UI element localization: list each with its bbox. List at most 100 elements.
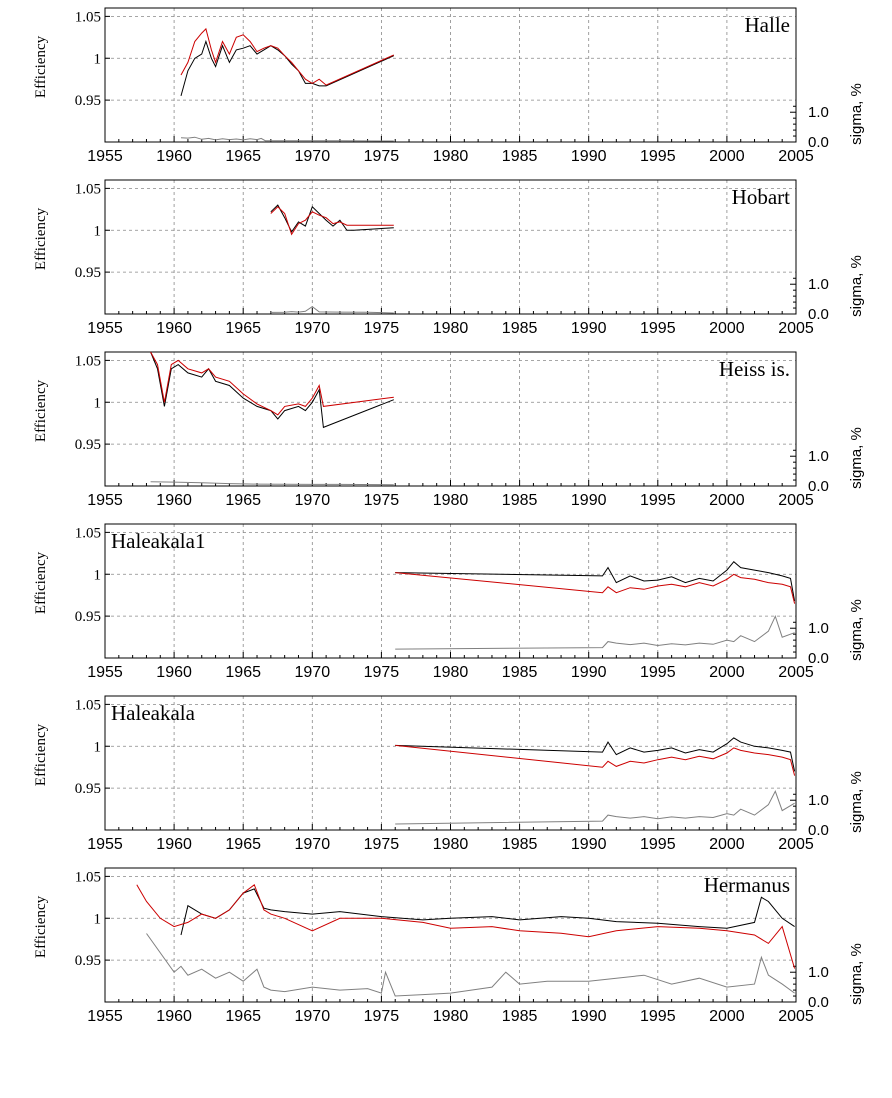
x-tick-label: 2005	[778, 664, 814, 681]
sigma-tick-label: 1.0	[808, 104, 829, 121]
x-tick-label: 1965	[225, 664, 261, 681]
y-tick-label: 1	[94, 567, 102, 583]
x-tick-label: 2005	[778, 836, 814, 853]
x-tick-label: 1970	[295, 492, 331, 509]
y-tick-label: 1	[94, 395, 102, 411]
y-axis-label: Efficiency	[33, 551, 49, 614]
x-tick-label: 1960	[156, 664, 192, 681]
x-tick-label: 1990	[571, 836, 607, 853]
black-series-line	[395, 737, 796, 772]
x-tick-label: 1975	[364, 148, 400, 165]
y-tick-label: 1.05	[75, 869, 101, 885]
station-label: Heiss is.	[719, 357, 790, 381]
sigma-tick-label: 1.0	[808, 448, 829, 465]
sigma-series-line	[150, 481, 394, 486]
red-series-line	[270, 206, 394, 236]
black-series-line	[150, 351, 394, 429]
x-tick-label: 1990	[571, 1008, 607, 1025]
panel-haleakala1: 1955 1960 1965 1970 1975 1980 1985 1990 1995 2000…	[33, 523, 865, 681]
x-tick-label: 1990	[571, 664, 607, 681]
sigma-tick-label: 1.0	[808, 276, 829, 293]
sigma-axis-label: sigma, %	[848, 943, 865, 1005]
y-tick-label: 1	[94, 51, 102, 67]
x-tick-label: 1980	[433, 492, 469, 509]
station-label: Hermanus	[704, 873, 790, 897]
y-axis-label: Efficiency	[33, 895, 49, 958]
sigma-tick-label: 0.0	[808, 478, 829, 495]
sigma-tick-label: 0.0	[808, 994, 829, 1011]
x-tick-label: 1970	[295, 664, 331, 681]
x-tick-label: 1980	[433, 836, 469, 853]
x-tick-label: 1985	[502, 1008, 538, 1025]
x-tick-label: 1965	[225, 320, 261, 337]
y-tick-label: 1.05	[75, 181, 101, 197]
x-tick-label: 2000	[709, 836, 745, 853]
y-tick-label: 1.05	[75, 525, 101, 541]
x-tick-label: 1995	[640, 320, 676, 337]
x-tick-label: 1980	[433, 148, 469, 165]
black-series-line	[270, 204, 394, 233]
x-tick-label: 1995	[640, 492, 676, 509]
x-tick-label: 1955	[87, 836, 123, 853]
x-tick-label: 1955	[87, 664, 123, 681]
x-tick-label: 2000	[709, 664, 745, 681]
x-tick-label: 1965	[225, 836, 261, 853]
x-tick-label: 1985	[502, 148, 538, 165]
x-tick-label: 2005	[778, 492, 814, 509]
x-tick-label: 1970	[295, 320, 331, 337]
y-tick-label: 0.95	[75, 781, 101, 797]
x-tick-label: 1990	[571, 492, 607, 509]
x-tick-label: 1970	[295, 836, 331, 853]
panel-halle: 1955 1960 1965 1970 1975 1980 1985 1990 1995 2000…	[33, 7, 865, 165]
sigma-tick-label: 0.0	[808, 306, 829, 323]
x-tick-label: 1985	[502, 320, 538, 337]
x-tick-label: 1995	[640, 148, 676, 165]
red-series-line	[180, 27, 395, 86]
x-tick-label: 1975	[364, 664, 400, 681]
x-tick-label: 1975	[364, 1008, 400, 1025]
x-tick-label: 2000	[709, 148, 745, 165]
x-tick-label: 1960	[156, 836, 192, 853]
black-series-line	[180, 39, 395, 97]
y-axis-label: Efficiency	[33, 379, 49, 442]
x-tick-label: 1970	[295, 1008, 331, 1025]
x-tick-label: 1980	[433, 1008, 469, 1025]
y-axis-label: Efficiency	[33, 35, 49, 98]
station-label: Haleakala1	[111, 529, 205, 553]
x-tick-label: 1995	[640, 1008, 676, 1025]
sigma-tick-label: 1.0	[808, 620, 829, 637]
sigma-axis-label: sigma, %	[848, 427, 865, 489]
x-tick-label: 2005	[778, 148, 814, 165]
station-label: Haleakala	[111, 701, 196, 725]
sigma-series-line	[270, 305, 394, 314]
x-tick-label: 2000	[709, 1008, 745, 1025]
x-tick-label: 1990	[571, 148, 607, 165]
x-tick-label: 1990	[571, 320, 607, 337]
y-tick-label: 0.95	[75, 93, 101, 109]
x-tick-label: 1970	[295, 148, 331, 165]
sigma-tick-label: 0.0	[808, 650, 829, 667]
station-label: Halle	[745, 13, 790, 37]
x-tick-label: 2000	[709, 320, 745, 337]
panel-hobart: 1955 1960 1965 1970 1975 1980 1985 1990 1995 2000…	[33, 179, 865, 337]
panel-haleakala: 1955 1960 1965 1970 1975 1980 1985 1990 1995 2000…	[33, 695, 865, 853]
red-series-line	[150, 351, 394, 416]
x-tick-label: 1955	[87, 320, 123, 337]
sigma-axis-label: sigma, %	[848, 83, 865, 145]
x-tick-label: 1975	[364, 836, 400, 853]
sigma-series-line	[146, 933, 795, 997]
sigma-axis-label: sigma, %	[848, 771, 865, 833]
x-tick-label: 1965	[225, 148, 261, 165]
x-tick-label: 1985	[502, 492, 538, 509]
sigma-tick-label: 1.0	[808, 964, 829, 981]
y-tick-label: 0.95	[75, 609, 101, 625]
x-tick-label: 1965	[225, 1008, 261, 1025]
x-tick-label: 1995	[640, 664, 676, 681]
sigma-series-line	[180, 136, 394, 142]
x-tick-label: 1975	[364, 492, 400, 509]
sigma-series-line	[395, 790, 795, 825]
x-tick-label: 1955	[87, 1008, 123, 1025]
y-axis-label: Efficiency	[33, 207, 49, 270]
x-tick-label: 1960	[156, 148, 192, 165]
